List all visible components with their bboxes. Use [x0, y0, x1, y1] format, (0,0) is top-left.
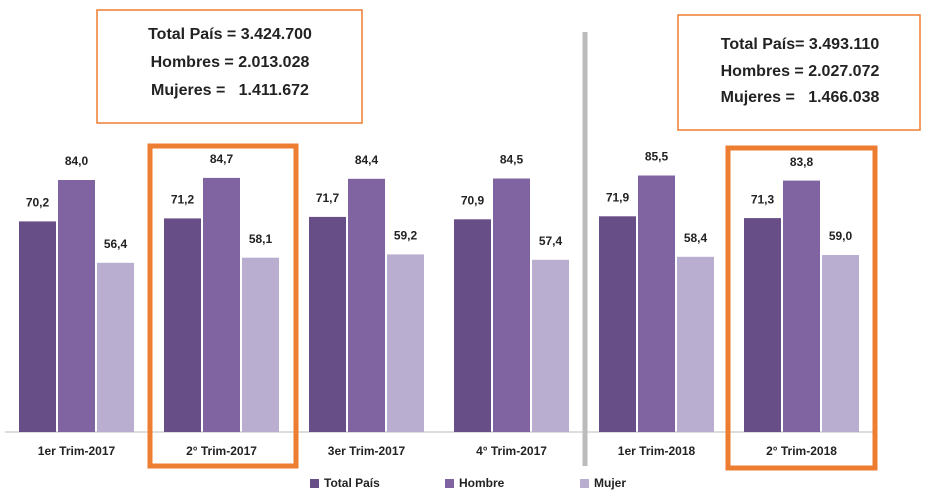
value-label: 59,2 [394, 229, 418, 243]
value-label: 71,9 [606, 190, 630, 204]
annotation: Mujeres = 1.411.672 [151, 82, 309, 99]
bar [454, 219, 491, 432]
annotation-box [96, 9, 363, 124]
x-tick-label: 4° Trim-2017 [476, 444, 547, 458]
value-label: 71,3 [751, 192, 775, 206]
value-label: 70,2 [26, 196, 50, 210]
legend-swatch [580, 479, 589, 488]
bar [493, 178, 530, 432]
bar [19, 221, 56, 432]
x-tick-label: 2° Trim-2018 [766, 444, 837, 458]
highlight-box [725, 145, 878, 471]
legend-label: Hombre [459, 476, 505, 490]
annotation: Total País = 3.424.700 [148, 26, 312, 43]
bar [97, 262, 134, 432]
value-label: 84,7 [210, 152, 234, 166]
annotation: Total País= 3.493.110 [721, 36, 880, 53]
bar [387, 254, 424, 432]
value-label: 58,4 [684, 231, 708, 245]
bar [532, 259, 569, 432]
value-label: 71,7 [316, 191, 340, 205]
value-label: 71,2 [171, 193, 195, 207]
legend-swatch [445, 479, 454, 488]
bar [677, 256, 714, 432]
bar [744, 218, 781, 432]
bar [348, 178, 385, 432]
value-label: 83,8 [790, 155, 814, 169]
x-tick-label: 1er Trim-2017 [38, 444, 116, 458]
x-tick-label: 3er Trim-2017 [328, 444, 406, 458]
bar [242, 257, 279, 432]
bar [783, 180, 820, 432]
highlight-box [147, 143, 299, 469]
annotation: Hombres = 2.027.072 [721, 63, 880, 80]
legend-swatch [310, 479, 319, 488]
bar [599, 216, 636, 432]
bar [164, 218, 201, 432]
bar [822, 255, 859, 432]
x-tick-label: 1er Trim-2018 [618, 444, 696, 458]
value-label: 84,5 [500, 153, 524, 167]
value-label: 59,0 [829, 229, 853, 243]
x-tick-label: 2° Trim-2017 [186, 444, 257, 458]
annotation: Mujeres = 1.466.038 [721, 89, 880, 106]
value-label: 58,1 [249, 232, 273, 246]
value-label: 84,0 [65, 154, 89, 168]
bar [203, 177, 240, 432]
annotation-box [677, 14, 921, 131]
value-label: 84,4 [355, 153, 379, 167]
value-label: 56,4 [104, 237, 128, 251]
bar [638, 175, 675, 432]
value-label: 57,4 [539, 234, 563, 248]
bar [58, 180, 95, 432]
value-label: 70,9 [461, 193, 485, 207]
legend-label: Mujer [594, 476, 626, 490]
value-label: 85,5 [645, 150, 669, 164]
annotation: Hombres = 2.013.028 [151, 54, 310, 71]
legend-label: Total País [324, 476, 380, 490]
bar [309, 216, 346, 432]
